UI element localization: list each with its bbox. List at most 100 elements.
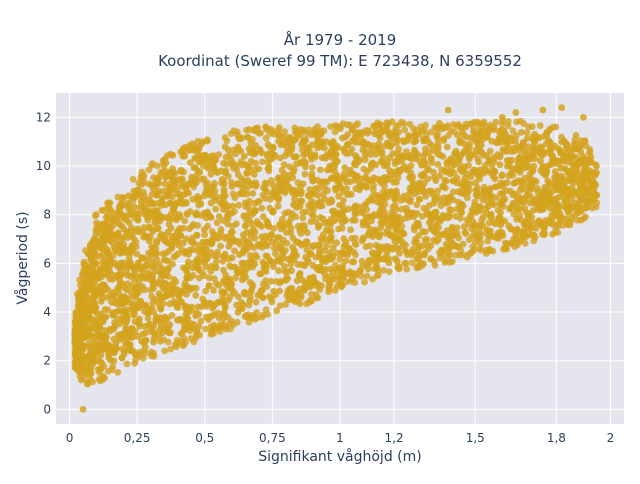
data-point: [92, 316, 100, 324]
x-tick-label: 1,2: [385, 431, 404, 445]
data-point: [377, 224, 384, 232]
data-point: [296, 184, 304, 191]
data-point: [233, 166, 241, 173]
data-point: [225, 243, 233, 250]
data-point: [391, 127, 398, 135]
data-point: [170, 275, 178, 283]
data-point: [177, 175, 185, 183]
data-point: [87, 357, 95, 365]
data-point: [300, 285, 308, 292]
data-point: [222, 169, 229, 177]
data-point: [329, 143, 337, 151]
data-point: [283, 274, 290, 281]
data-point: [167, 345, 174, 353]
data-point: [384, 221, 392, 229]
data-point: [488, 198, 495, 206]
data-point: [259, 191, 267, 199]
data-point: [80, 261, 88, 268]
data-point: [183, 268, 191, 275]
data-point: [513, 118, 520, 126]
data-point: [555, 193, 563, 201]
data-point: [243, 228, 251, 236]
data-point: [552, 223, 560, 231]
data-point: [114, 315, 121, 323]
data-point: [213, 219, 221, 227]
data-point: [471, 118, 478, 126]
data-point: [379, 128, 387, 136]
data-point: [563, 204, 570, 212]
data-point: [468, 225, 476, 233]
data-point: [123, 318, 130, 325]
data-point: [230, 146, 238, 154]
data-point: [308, 197, 316, 205]
data-point: [83, 379, 91, 387]
data-point: [136, 322, 143, 330]
data-point: [249, 190, 257, 197]
data-point: [264, 164, 272, 172]
data-point: [92, 287, 100, 295]
data-point: [441, 184, 449, 192]
data-point: [331, 128, 339, 136]
data-point: [445, 168, 453, 176]
data-point: [145, 166, 153, 174]
data-point: [308, 210, 316, 218]
data-point: [365, 229, 373, 237]
data-point: [281, 189, 289, 197]
data-point: [458, 181, 465, 188]
data-point: [307, 218, 315, 226]
data-point: [275, 234, 283, 242]
data-point: [204, 161, 212, 169]
data-point: [406, 120, 414, 128]
data-point: [109, 222, 117, 230]
data-point: [172, 343, 180, 351]
data-point: [445, 212, 453, 220]
data-point: [99, 281, 106, 288]
data-point: [420, 188, 428, 196]
data-point: [179, 239, 187, 247]
data-point: [404, 164, 412, 172]
data-point: [450, 241, 457, 249]
data-point: [88, 268, 96, 276]
data-point: [395, 153, 402, 161]
data-point: [189, 272, 197, 279]
data-point: [455, 234, 463, 242]
data-point: [71, 332, 79, 340]
data-point: [357, 175, 364, 183]
data-point: [135, 228, 143, 236]
data-point: [394, 174, 402, 181]
data-point: [194, 195, 202, 203]
data-point: [385, 268, 393, 275]
data-point: [246, 163, 253, 171]
data-point: [525, 123, 532, 131]
data-point: [132, 293, 140, 301]
data-point: [147, 286, 154, 294]
data-point: [370, 211, 378, 219]
data-point: [276, 302, 284, 309]
data-point: [231, 247, 238, 255]
data-point: [111, 259, 119, 267]
data-point: [236, 305, 243, 313]
outlier-point: [558, 104, 566, 112]
data-point: [339, 202, 346, 210]
data-point: [78, 335, 85, 343]
data-point: [369, 275, 377, 283]
data-point: [413, 238, 421, 246]
data-point: [259, 213, 267, 221]
data-point: [212, 197, 220, 204]
data-point: [101, 327, 109, 334]
data-point: [362, 173, 369, 181]
data-point: [283, 229, 290, 236]
data-point: [458, 200, 466, 208]
data-point: [434, 143, 442, 151]
data-point: [234, 180, 242, 188]
data-point: [344, 190, 351, 198]
data-point: [128, 232, 136, 240]
data-point: [526, 175, 534, 182]
data-point: [383, 248, 391, 256]
data-point: [327, 215, 335, 223]
data-point: [499, 202, 507, 210]
data-point: [123, 360, 131, 368]
data-point: [499, 182, 507, 190]
data-point: [421, 150, 429, 157]
outlier-point: [580, 113, 587, 121]
